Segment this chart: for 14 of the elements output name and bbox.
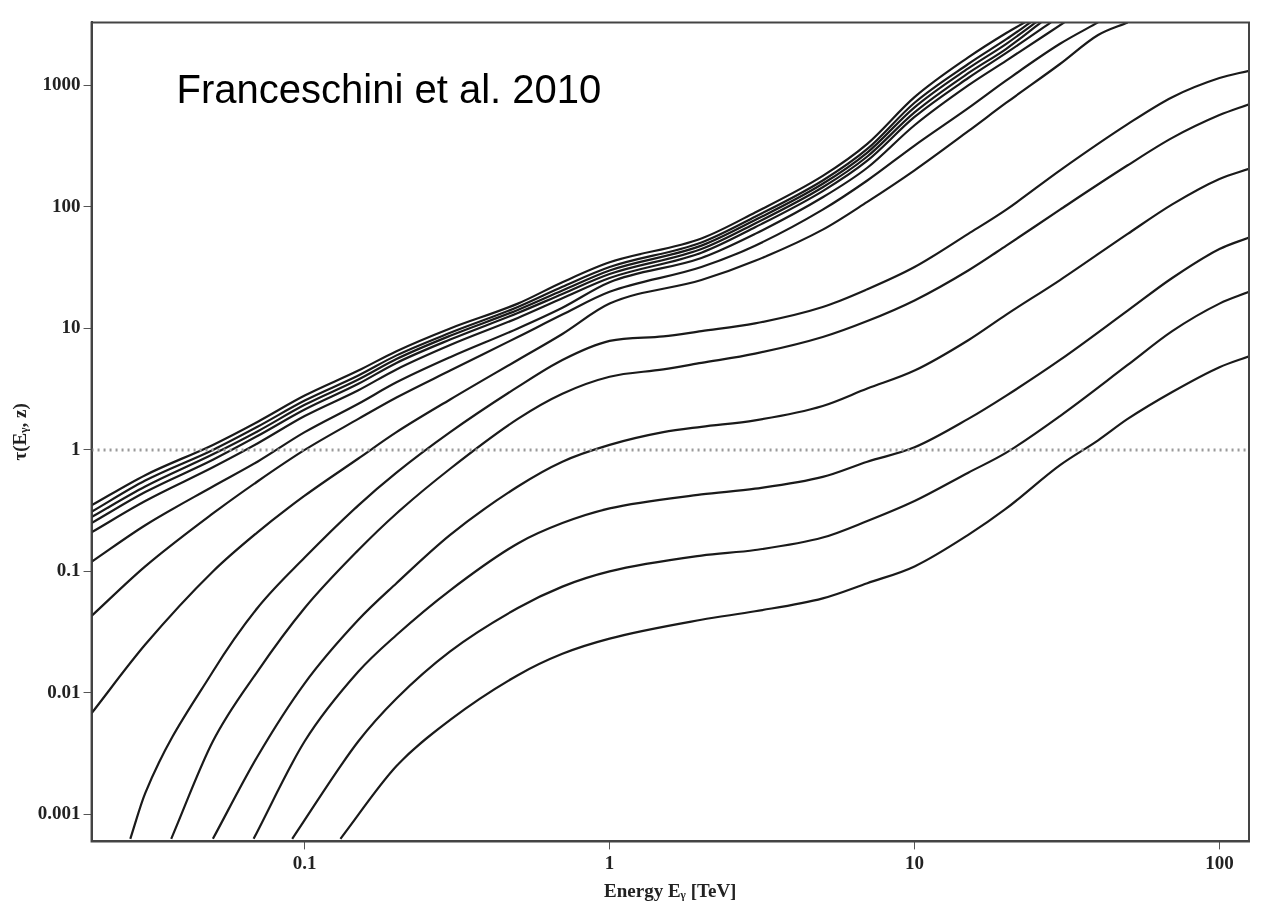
annotation: Franceschini et al. 2010 [176, 67, 602, 112]
y-tick-label: 1000 [42, 73, 81, 95]
x-tick-label: 10 [905, 851, 925, 873]
y-tick-label: 10 [61, 316, 81, 338]
x-axis-title: Energy Eᵧ [TeV] [604, 879, 737, 901]
x-tick-label: 1 [604, 851, 615, 873]
x-tick-label: 100 [1205, 851, 1234, 873]
y-tick-label: 1 [71, 437, 81, 459]
y-tick-label: 0.1 [56, 559, 81, 581]
y-tick-label: 0.001 [37, 802, 81, 824]
x-tick-label: 0.1 [292, 851, 317, 873]
y-tick-label: 0.01 [47, 680, 81, 702]
y-axis-title: τ(Eᵧ, z) [9, 403, 32, 461]
y-tick-label: 100 [52, 194, 81, 216]
